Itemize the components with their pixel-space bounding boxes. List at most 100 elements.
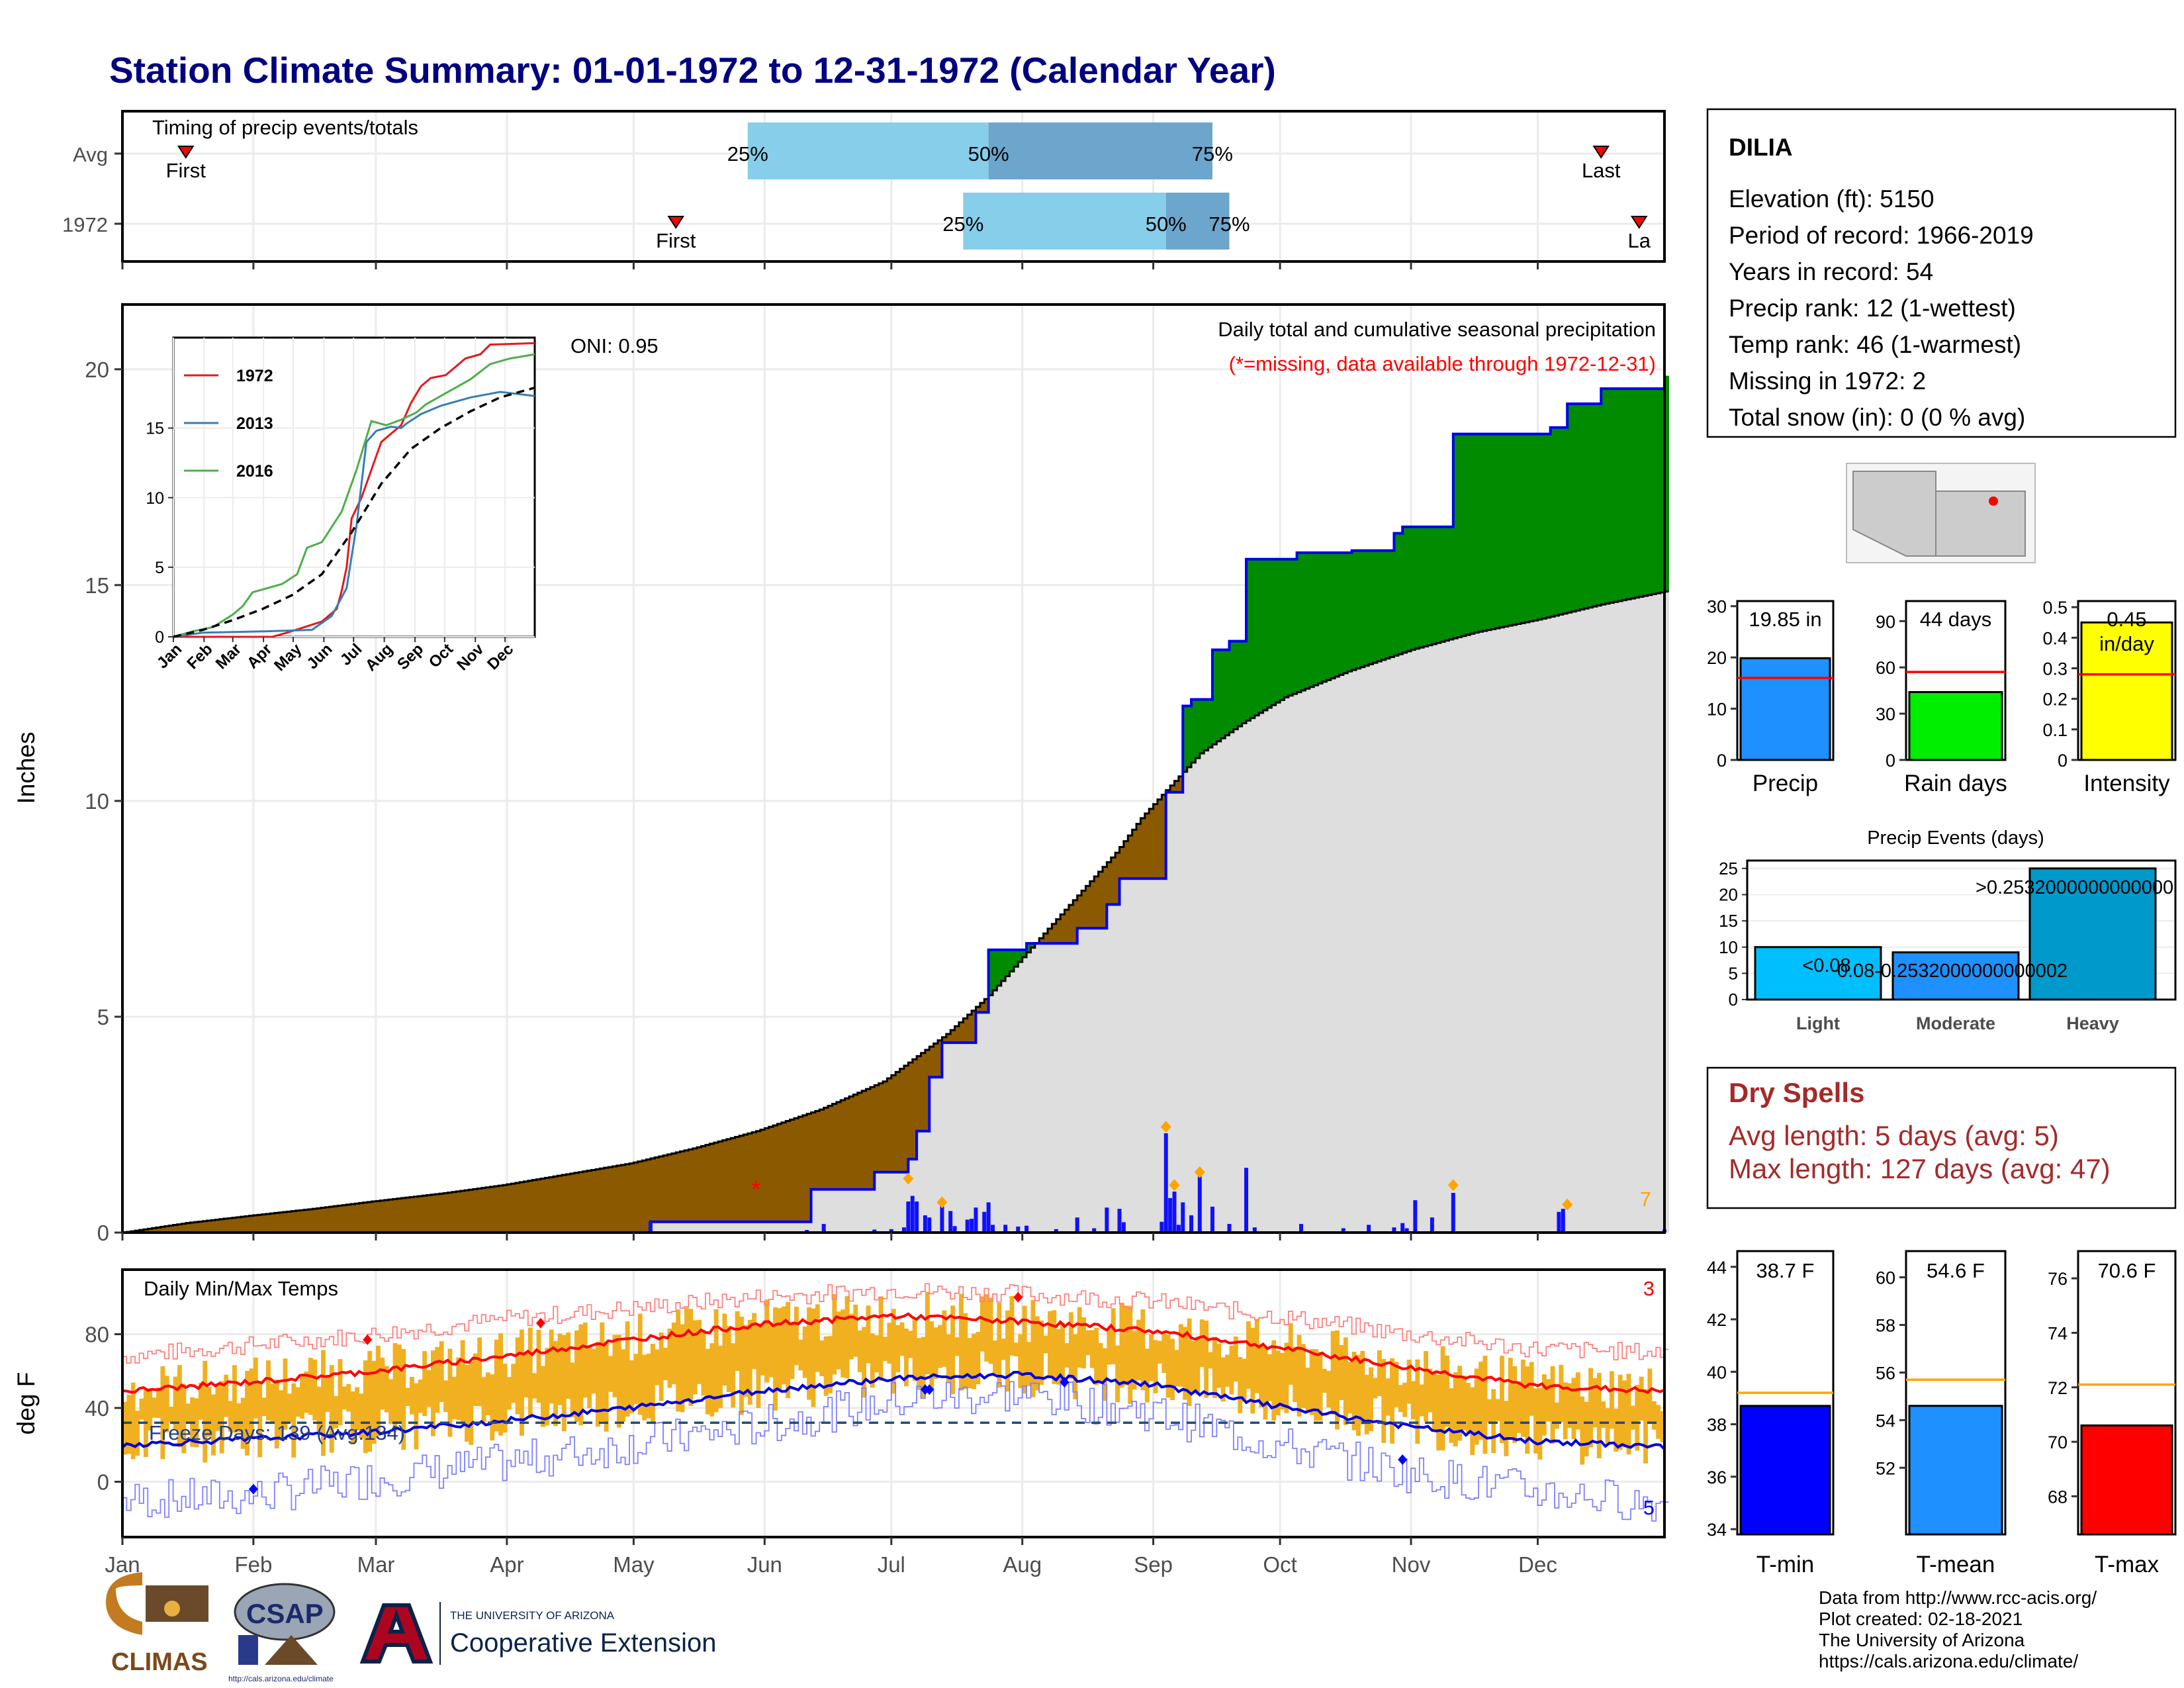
avg-max-line [122,1312,1665,1394]
temp-bar-y-tick-label: 68 [2048,1487,2068,1507]
station-info-line: Years in record: 54 [1729,258,1933,285]
dry-spells-frame [1706,1066,2177,1209]
month-label: Aug [1003,1552,1042,1577]
temps-y-tick-label: 80 [85,1323,109,1347]
inset-y-tick-label: 10 [146,489,164,508]
mini-bar-y-tick-label: 0.5 [2042,598,2068,618]
temp-bar-value-label: 38.7 F [1756,1259,1815,1282]
mini-bar-label: Rain days [1904,771,2007,796]
mini-bar-y-tick-label: 90 [1876,612,1895,632]
daily-precip-bar [1557,1211,1561,1233]
record-low-mark [248,1483,258,1495]
temp-bar-y-tick-label: 36 [1707,1468,1727,1487]
temp-bar-y-tick-label: 54 [1876,1411,1895,1430]
timing-marker [1630,216,1648,229]
daily-precip-bar [1016,1226,1021,1233]
precip-y-tick-label: 15 [85,573,109,598]
inset-y-tick-label: 5 [155,559,164,577]
inset-y-tick-label: 0 [155,628,164,647]
mini-bar-y-tick-label: 20 [1707,648,1727,668]
events-title: Precip Events (days) [1867,827,2044,849]
daily-precip-bar [915,1201,919,1233]
mini-bar-y-tick-label: 0.2 [2042,690,2068,710]
station-info-box: DILIA Elevation (ft): 5150 Period of recor… [1706,108,2177,438]
daily-record-diamond [1169,1179,1180,1192]
climas-text: CLIMAS [111,1648,208,1676]
daily-precip-bar [1451,1193,1455,1233]
daily-precip-bar [1210,1206,1214,1233]
timing-frame [121,110,1666,263]
precip-y-tick-label: 10 [85,789,109,814]
record-low-mark [1060,1376,1069,1387]
events-y-tick-label: 25 [1719,859,1738,878]
events-category-label: Moderate [1916,1013,1995,1033]
precip-frame [121,303,1666,1234]
station-info-line: Precip rank: 12 (1-wettest) [1729,295,2016,322]
timing-panel: Timing of precip events/totals Avg 25% 50% 7… [62,110,1666,269]
inset-series-line [173,342,535,638]
csap-text: CSAP [246,1598,324,1629]
daily-precip-bar [1168,1197,1173,1233]
events-bar-label: >0.2532000000000000 [1976,877,2173,898]
temperature-panel: 0 40 80 deg F Daily Min/Max Temps Freeze Days… [13,1268,1669,1538]
daily-precip-bar [1197,1176,1202,1233]
month-label: Dec [1518,1552,1557,1577]
precip-y-tick-label: 5 [97,1005,109,1029]
inset-series-line [173,391,535,638]
daily-precip-bar [1430,1217,1434,1233]
timing-marker [667,216,685,229]
freeze-days-text: Freeze Days: 139 (Avg:134) [149,1421,405,1444]
mini-bar-y-tick-label: 60 [1876,658,1895,678]
daily-precip-bar [1341,1228,1345,1233]
daily-record-diamond [903,1172,914,1185]
precip-chart-title: Daily total and cumulative seasonal prec… [1218,318,1656,341]
daily-precip-bar [1117,1209,1122,1233]
events-bar [2028,867,2157,1001]
temps-frame [121,1268,1666,1538]
timing-q50-label: 50% [1146,212,1187,236]
record-low-mark [1398,1454,1408,1465]
missing-data-mark: * [752,1176,761,1203]
daily-precip-bar [1024,1225,1029,1233]
inset-y-tick-label: 15 [146,420,164,438]
station-info-line: Elevation (ft): 5150 [1729,185,1934,212]
daily-precip-bar [927,1217,932,1233]
temp-bar-label: T-max [2095,1552,2160,1577]
timing-q50-q75-bar [1165,193,1230,250]
mini-bar-value-label: 0.45 [2107,608,2146,631]
daily-precip-bar [1176,1225,1181,1233]
month-label: Sep [1134,1552,1173,1577]
record-high-mark [363,1334,373,1345]
station-box-frame [1706,108,2177,438]
temp-bar-y-tick-label: 76 [2048,1269,2068,1289]
precip-y-label: Inches [13,731,40,804]
daily-precip-bar [889,1229,893,1233]
temp-bar-y-tick-label: 40 [1707,1362,1727,1382]
daily-precip-bar [910,1196,915,1233]
daily-precip-bar [1181,1202,1185,1233]
climas-logo: CLIMAS [106,1572,208,1676]
events-y-tick-label: 5 [1729,963,1738,983]
inset-legend-label: 2016 [236,462,273,481]
daily-precip-bar [872,1229,877,1233]
daily-precip-bar [1189,1215,1194,1233]
events-bar [1891,951,2020,1001]
mini-bar-value-label: 19.85 in [1749,608,1821,631]
mini-bar-y-tick-label: 0.4 [2042,628,2068,648]
events-bar [1754,946,1882,1001]
location-map [1846,463,2036,563]
temp-bar-y-tick-label: 42 [1707,1310,1727,1330]
daily-record-diamond [1194,1166,1205,1178]
month-label: Nov [1392,1552,1431,1577]
daily-precip-bar [940,1199,944,1233]
dry-spells-title: Dry Spells [1729,1077,1864,1108]
mini-bar-y-tick-label: 0.3 [2042,659,2068,679]
temp-bar-y-tick-label: 34 [1707,1520,1727,1540]
timing-marker-label: Last [1582,159,1621,182]
ua-small-text: THE UNIVERSITY OF ARIZONA [450,1609,615,1622]
timing-q50-q75-bar [988,122,1212,179]
inset-legend-label: 1972 [236,367,273,385]
mini-bar-value [1908,690,2003,761]
precip-y-tick-label: 0 [97,1221,109,1245]
month-label: Jul [878,1552,905,1577]
